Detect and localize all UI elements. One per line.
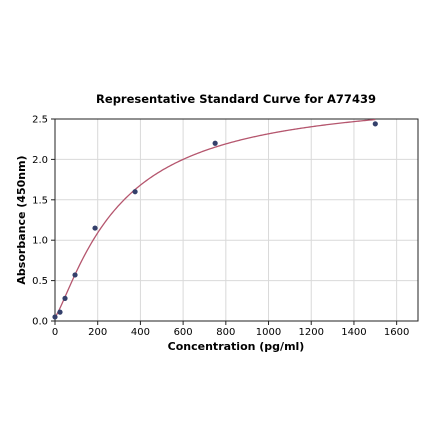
y-tick-label: 0.5 — [32, 276, 48, 287]
x-tick-label: 800 — [216, 327, 235, 338]
x-tick-labels: 0 200 400 600 800 1000 1200 1400 1600 — [52, 327, 410, 338]
x-tick-label: 1200 — [299, 327, 324, 338]
data-point — [132, 189, 138, 195]
x-tick-label: 1000 — [256, 327, 281, 338]
data-point — [57, 309, 63, 315]
y-tick-label: 2.5 — [32, 115, 48, 126]
x-tick-label: 1400 — [341, 327, 366, 338]
data-point — [372, 121, 378, 127]
y-axis-label: Absorbance (450nm) — [15, 155, 28, 284]
axis-ticks — [51, 118, 398, 325]
plot-frame — [54, 118, 419, 322]
data-point — [52, 314, 58, 320]
x-axis-label: Concentration (pg/ml) — [168, 340, 305, 353]
x-tick-label: 1600 — [384, 327, 409, 338]
data-points — [52, 121, 378, 320]
x-tick-label: 0 — [52, 327, 58, 338]
data-point — [72, 272, 78, 278]
y-tick-label: 2.0 — [32, 155, 48, 166]
x-tick-label: 200 — [88, 327, 107, 338]
y-tick-label: 1.0 — [32, 236, 48, 247]
data-point — [212, 140, 218, 146]
fit-curve — [54, 118, 376, 318]
y-tick-label: 0.0 — [32, 317, 48, 328]
y-tick-labels: 0.0 0.5 1.0 1.5 2.0 2.5 — [32, 115, 48, 328]
data-point — [62, 295, 68, 301]
grid — [54, 118, 418, 322]
x-tick-label: 600 — [174, 327, 193, 338]
chart-title: Representative Standard Curve for A77439 — [96, 92, 376, 106]
x-tick-label: 400 — [131, 327, 150, 338]
y-tick-label: 1.5 — [32, 195, 48, 206]
data-point — [92, 225, 98, 231]
